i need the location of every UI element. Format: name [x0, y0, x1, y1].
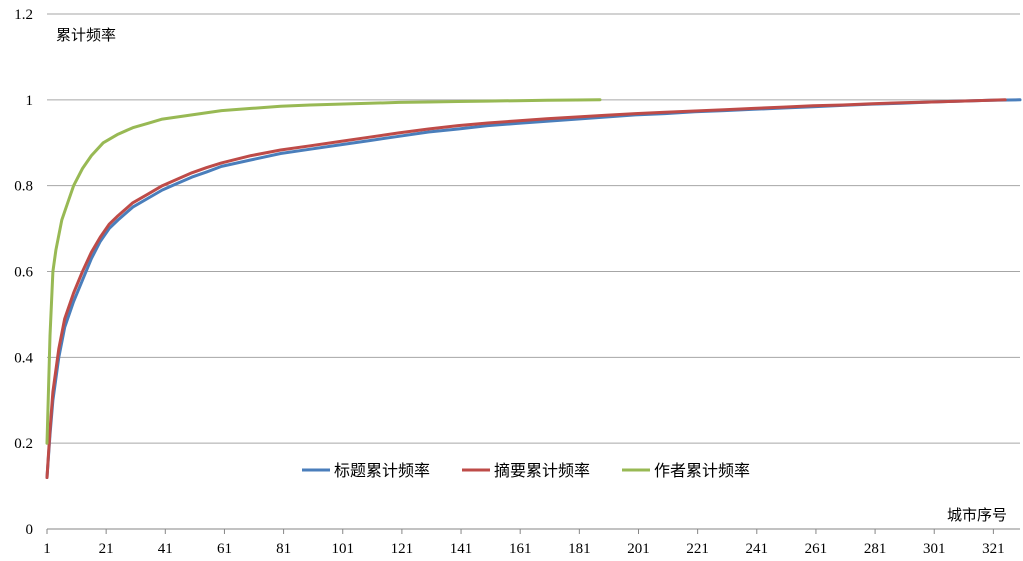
y-tick-label: 0.2	[14, 436, 33, 452]
y-tick-label: 1.2	[14, 7, 33, 23]
y-tick-label: 1	[26, 93, 34, 109]
series-line-1	[45, 98, 1022, 479]
legend-label-1: 标题累计频率	[334, 461, 430, 480]
y-tick-label: 0.6	[14, 265, 33, 281]
x-tick-label: 61	[217, 541, 232, 557]
gridlines	[47, 13, 1020, 444]
x-tick-label: 201	[627, 541, 650, 557]
x-tick-label: 81	[276, 541, 291, 557]
x-tick-label: 121	[391, 541, 414, 557]
x-tick-label: 21	[99, 541, 114, 557]
y-tick-label: 0.4	[14, 350, 33, 366]
x-tick-label: 161	[509, 541, 532, 557]
x-tick-label: 221	[686, 541, 709, 557]
x-tick-label: 241	[746, 541, 769, 557]
series-line-3	[45, 98, 602, 445]
legend-label-3: 作者累计频率	[654, 461, 750, 480]
legend: 标题累计频率 摘要累计频率 作者累计频率	[302, 461, 750, 480]
x-tick-label: 181	[568, 541, 591, 557]
y-tick-label: 0	[26, 522, 34, 538]
x-tick-label: 141	[450, 541, 473, 557]
y-axis-title: 累计频率	[56, 26, 116, 44]
x-axis-title: 城市序号	[947, 506, 1007, 524]
series-line-2	[45, 98, 1007, 479]
x-axis: 1 21 41 61 81 101 121 141 161 181 201 221 241 261 281 3…	[43, 528, 1020, 557]
legend-label-2: 摘要累计频率	[494, 461, 590, 480]
x-tick-label: 321	[982, 541, 1005, 557]
x-tick-label: 281	[864, 541, 887, 557]
x-tick-label: 301	[923, 541, 946, 557]
x-tick-label: 41	[158, 541, 173, 557]
x-tick-label: 101	[331, 541, 354, 557]
x-tick-label: 1	[43, 541, 51, 557]
y-tick-label: 0.8	[14, 179, 33, 195]
y-axis-tick-labels: 0 0.2 0.4 0.6 0.8 1 1.2	[14, 7, 33, 538]
series-lines	[45, 98, 1022, 479]
x-tick-label: 261	[805, 541, 828, 557]
